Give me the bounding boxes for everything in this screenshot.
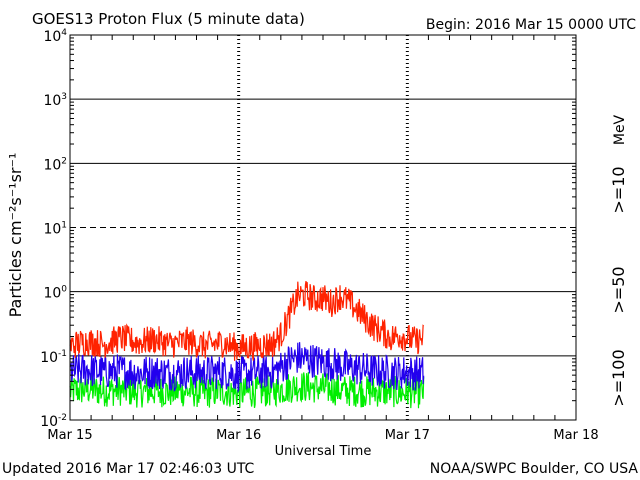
x-axis: Mar 15 Mar 16 Mar 17 Mar 18 [47,35,599,443]
y-tick-label: 101 [43,221,67,238]
y-tick-label: 104 [43,28,67,45]
legend-ge100: >=100 [609,349,628,406]
data-series [69,281,425,409]
x-tick-label: Mar 18 [553,428,598,443]
y-tick-label: 103 [43,92,67,109]
x-tick-label: Mar 17 [385,428,430,443]
y-tick-label: 102 [43,156,67,173]
chart-title: GOES13 Proton Flux (5 minute data) [32,10,305,28]
series-line-1 [69,342,425,394]
legend-unit: MeV [612,114,628,145]
updated-timestamp: Updated 2016 Mar 17 02:46:03 UTC [2,461,255,477]
x-tick-label: Mar 15 [47,428,92,443]
y-axis-label: Particles cm⁻²s⁻¹sr⁻¹ [6,153,25,318]
x-tick-label: Mar 16 [216,428,261,443]
begin-date: Begin: 2016 Mar 15 0000 UTC [426,17,636,33]
credit-text: NOAA/SWPC Boulder, CO USA [430,461,639,477]
legend-ge50: >=50 [609,266,628,313]
legend-ge10: >=10 [609,166,628,213]
x-axis-label: Universal Time [275,444,372,459]
series-line-2 [69,372,425,409]
series-line-0 [69,281,425,361]
y-tick-label: 10-1 [40,349,67,366]
y-tick-label: 100 [43,285,67,302]
